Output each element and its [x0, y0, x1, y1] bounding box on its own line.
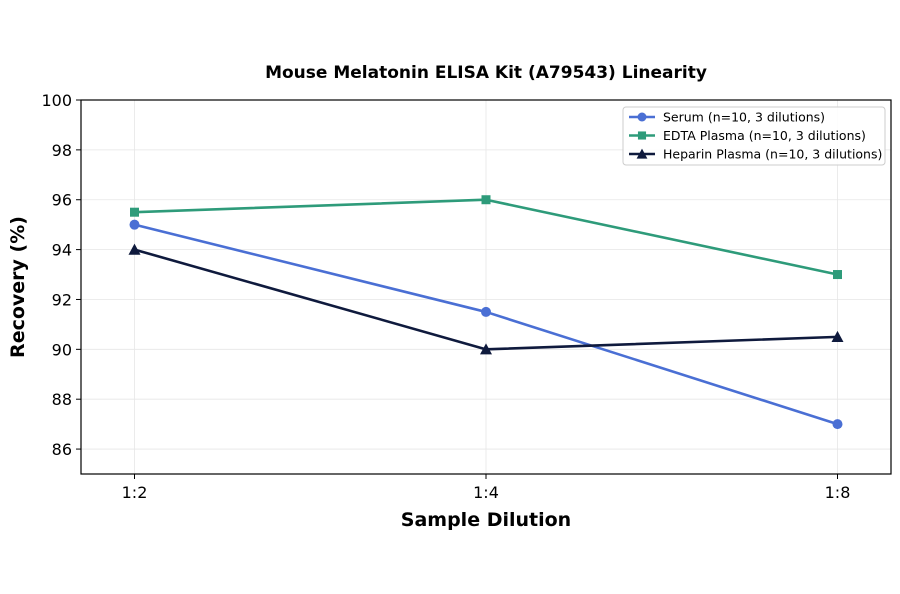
- y-tick-label: 96: [52, 191, 72, 210]
- legend-label: EDTA Plasma (n=10, 3 dilutions): [663, 128, 866, 143]
- legend-entry: Serum (n=10, 3 dilutions): [629, 110, 825, 125]
- legend: Serum (n=10, 3 dilutions) EDTA Plasma (n=…: [622, 106, 886, 166]
- x-axis: 1:2 1:4 1:8: [122, 474, 851, 502]
- x-tick-label: 1:2: [122, 483, 148, 502]
- y-axis-label: Recovery (%): [7, 216, 29, 358]
- series-2: [130, 195, 842, 280]
- data-point: [481, 306, 491, 317]
- data-point: [480, 343, 492, 355]
- data-point: [831, 330, 844, 342]
- data-point: [129, 219, 140, 230]
- chart-title: Mouse Melatonin ELISA Kit (A79543) Linea…: [265, 63, 707, 83]
- data-point: [833, 270, 842, 280]
- y-tick-label: 88: [52, 390, 72, 409]
- data-point: [832, 419, 843, 430]
- y-axis: 86 88 90 92 94 96 98 100: [41, 91, 81, 459]
- legend-swatch-marker: [636, 148, 648, 159]
- y-tick-label: 94: [52, 241, 72, 260]
- x-axis-label: Sample Dilution: [401, 509, 571, 531]
- legend-entry: Heparin Plasma (n=10, 3 dilutions): [629, 147, 882, 162]
- legend-label: Serum (n=10, 3 dilutions): [663, 110, 825, 125]
- y-tick-label: 100: [41, 91, 72, 110]
- y-tick-label: 92: [52, 290, 72, 309]
- series-3: [128, 243, 844, 355]
- x-tick-label: 1:4: [473, 483, 499, 502]
- x-tick-label: 1:8: [825, 483, 851, 502]
- y-tick-label: 90: [52, 340, 72, 359]
- data-point: [481, 195, 491, 205]
- y-tick-label: 86: [52, 440, 72, 459]
- legend-label: Heparin Plasma (n=10, 3 dilutions): [663, 147, 882, 162]
- legend-entry: EDTA Plasma (n=10, 3 dilutions): [629, 128, 866, 143]
- legend-swatch-marker: [637, 112, 647, 122]
- data-point: [130, 207, 139, 217]
- data-point: [128, 243, 141, 255]
- y-tick-label: 98: [52, 141, 72, 160]
- legend-box: [622, 106, 886, 166]
- legend-swatch-marker: [637, 131, 647, 140]
- series-1: [129, 219, 843, 430]
- series-layer: [128, 195, 844, 430]
